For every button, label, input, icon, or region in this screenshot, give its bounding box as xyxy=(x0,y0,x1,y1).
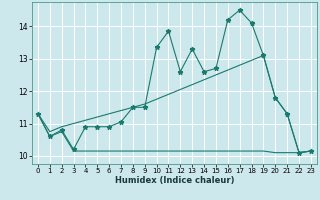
X-axis label: Humidex (Indice chaleur): Humidex (Indice chaleur) xyxy=(115,176,234,185)
